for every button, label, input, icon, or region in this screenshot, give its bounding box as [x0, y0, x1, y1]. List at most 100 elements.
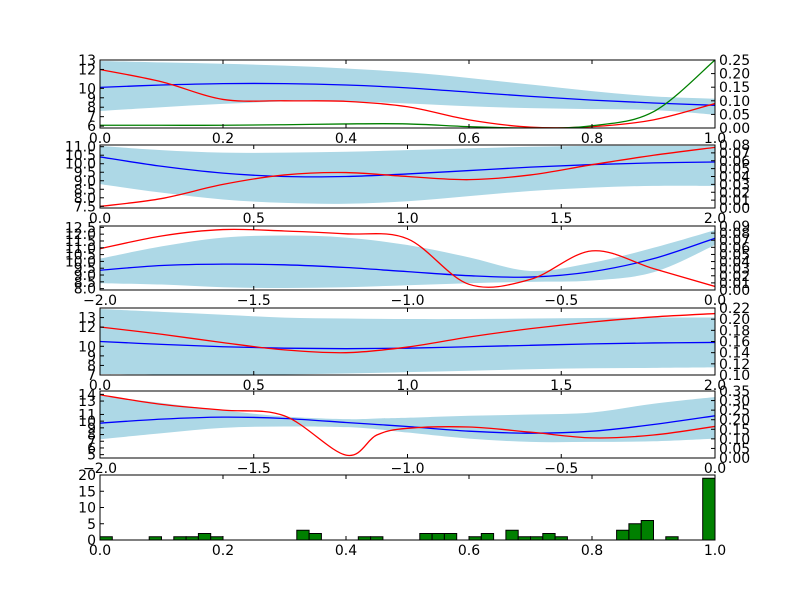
- y-tick-label: 20: [78, 468, 96, 484]
- y2-tick-label: 0.04: [719, 255, 750, 271]
- y2-tick-label: 0.10: [719, 94, 750, 110]
- y-tick-label: 6: [87, 119, 96, 135]
- histogram-bar: [505, 529, 519, 540]
- histogram-bar: [370, 536, 384, 540]
- mean-line: [100, 237, 715, 278]
- y2-tick-label: 0.25: [719, 403, 750, 419]
- x-tick-label: 1.5: [550, 211, 572, 227]
- y-tick-label: 8: [87, 428, 96, 444]
- mean-line: [100, 82, 715, 106]
- x-tick-label: 0.8: [581, 543, 603, 559]
- y-tick-label: 13: [78, 53, 96, 69]
- x-tick-label: 0.8: [581, 131, 603, 147]
- y-tick-label: 9.5: [74, 261, 96, 277]
- y-tick-label: 7: [87, 110, 96, 126]
- y2-tick-label: 0.30: [719, 394, 750, 410]
- x-tick-label: −1.0: [391, 461, 425, 477]
- x-tick-label: 0.0: [704, 293, 726, 309]
- x-tick-label: −1.5: [237, 461, 271, 477]
- y2-tick-label: 0.05: [719, 107, 750, 123]
- y2-tick-label: 0.10: [719, 368, 750, 384]
- secondary-line: [100, 68, 715, 128]
- confidence-band: [100, 395, 715, 443]
- y2-tick-label: 0.00: [719, 121, 750, 137]
- y2-tick-label: 0.07: [719, 233, 750, 249]
- x-tick-label: −2.0: [83, 293, 117, 309]
- histogram-bar: [542, 533, 556, 540]
- panel-1: 0.000.050.100.150.200.25 0.0 0.2 0.4 0.6 0.8 1…: [78, 53, 750, 147]
- panel-3: 0.000.010.020.030.040.050.060.070.080.09…: [65, 219, 750, 309]
- y2-tick-label: 0.02: [719, 269, 750, 285]
- x-tick-label: 0.2: [212, 131, 234, 147]
- y-tick-label: 13: [78, 394, 96, 410]
- x-tick-label: 0.2: [212, 543, 234, 559]
- y-tick-label: 10.5: [65, 148, 96, 164]
- y2-tick-label: 0.05: [719, 162, 750, 178]
- y2-tick-label: 0.02: [719, 185, 750, 201]
- secondary-line: [100, 146, 715, 208]
- x-tick-label: 0.5: [243, 378, 265, 394]
- x-tick-label: −2.0: [83, 461, 117, 477]
- y-tick-label: 0: [87, 533, 96, 549]
- y-tick-label: 14: [78, 387, 96, 403]
- y-tick-label: 7: [87, 368, 96, 384]
- y2-tick-label: 0.08: [719, 138, 750, 154]
- histogram-bar: [148, 536, 162, 540]
- y-tick-label: 10: [78, 501, 96, 517]
- y-tick-label: 9: [87, 91, 96, 107]
- histogram-bar: [308, 533, 322, 540]
- y2-tick-label: 0.07: [719, 146, 750, 162]
- y-tick-label: 10: [78, 339, 96, 355]
- y-tick-label: 7: [87, 434, 96, 450]
- mean-line: [100, 340, 715, 350]
- histogram-bar: [480, 533, 495, 540]
- y2-tick-label: 0.01: [719, 193, 750, 209]
- y-tick-label: 12: [78, 62, 96, 78]
- y-tick-label: 11: [78, 407, 96, 423]
- y2-tick-label: 0.20: [719, 413, 750, 429]
- x-tick-label: 2.0: [704, 378, 726, 394]
- y2-tick-label: 0.06: [719, 240, 750, 256]
- axes-frame: [99, 59, 716, 129]
- panel-4: 0.100.120.140.160.180.200.22 0.0 0.5 1.0 1.5…: [78, 301, 750, 394]
- y-tick-label: 15: [78, 484, 96, 500]
- x-tick-label: 0.6: [458, 543, 480, 559]
- y-tick-label: 9: [87, 421, 96, 437]
- y-tick-label: 7.5: [74, 199, 96, 215]
- x-tick-label: 1.0: [704, 131, 726, 147]
- x-tick-label: −1.5: [237, 293, 271, 309]
- y-tick-label: 5: [87, 517, 96, 533]
- y-tick-label: 13: [78, 311, 96, 327]
- x-tick-label: 2.0: [704, 211, 726, 227]
- y-tick-label: 10.0: [65, 254, 96, 270]
- histogram-bar: [431, 533, 445, 540]
- y2-tick-label: 0.04: [719, 170, 750, 186]
- y2-tick-label: 0.20: [719, 67, 750, 83]
- y-tick-label: 11.5: [65, 234, 96, 250]
- histogram-bar: [554, 536, 568, 540]
- x-tick-label: 1.0: [704, 543, 726, 559]
- histogram-bar: [443, 533, 458, 540]
- y-tick-label: 8.5: [74, 182, 96, 198]
- x-tick-label: 0.6: [458, 131, 480, 147]
- y2-tick-label: 0.15: [719, 80, 750, 96]
- y2-tick-label: 0.15: [719, 422, 750, 438]
- y-tick-label: 10: [78, 414, 96, 430]
- y-tick-label: 9.5: [74, 165, 96, 181]
- secondary-line: [100, 394, 715, 457]
- y-tick-label: 9: [87, 349, 96, 365]
- histogram-bar: [665, 536, 679, 540]
- x-tick-label: 0.4: [335, 131, 357, 147]
- x-tick-label: 0.0: [89, 211, 111, 227]
- histogram-bar: [628, 523, 642, 540]
- x-tick-label: 1.0: [396, 378, 418, 394]
- x-tick-label: 1.0: [396, 211, 418, 227]
- histogram-bar: [197, 533, 212, 540]
- y-tick-label: 11.0: [65, 241, 96, 257]
- y-tick-label: 8.0: [74, 191, 96, 207]
- y2-tick-label: 0.00: [719, 201, 750, 217]
- y-tick-label: 8: [87, 358, 96, 374]
- y2-tick-label: 0.25: [719, 53, 750, 69]
